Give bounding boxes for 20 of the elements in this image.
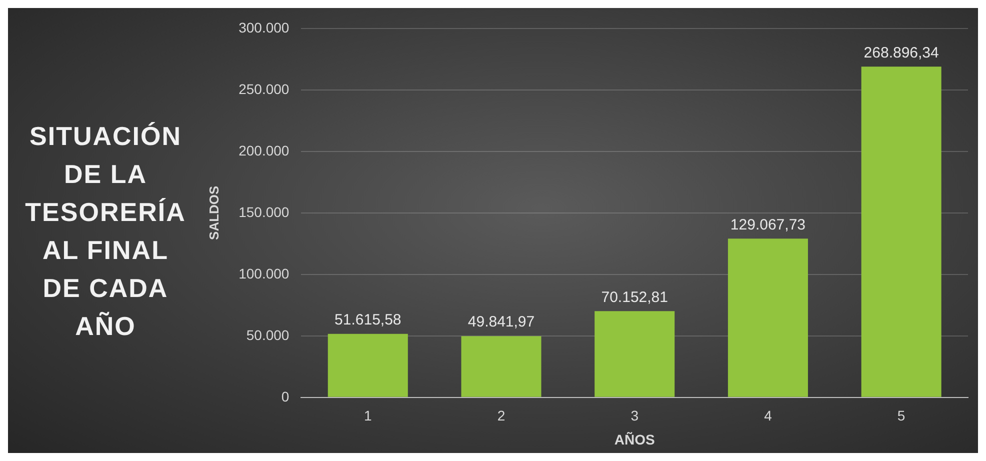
x-tick-label: 1 — [364, 408, 372, 424]
text: SITUACIÓN DE LA TESORERÍA AL FINAL DE CADA AÑO — [24, 120, 187, 342]
y-tick-label: 100.000 — [238, 265, 290, 282]
data-label: 51.615,58 — [334, 312, 402, 329]
y-tick-label: 150.000 — [238, 204, 290, 220]
y-axis-title: SALDOS — [206, 185, 222, 240]
x-tick-label: 5 — [897, 408, 906, 424]
x-axis-title: AÑOS — [614, 431, 655, 448]
y-tick-label: 250.000 — [238, 80, 290, 97]
data-label: 49.841,97 — [468, 314, 535, 331]
x-tick-label: 2 — [497, 408, 506, 424]
y-tick-label: 0 — [281, 388, 290, 404]
data-label: 70.152,81 — [601, 288, 668, 306]
x-tick-label: 3 — [630, 408, 639, 424]
x-tick-label: 4 — [764, 408, 772, 424]
data-label: 129.067,73 — [730, 216, 806, 234]
y-tick-label: 200.000 — [238, 142, 290, 158]
y-tick-label: 300.000 — [238, 19, 290, 36]
y-tick-label: 50.000 — [246, 326, 290, 343]
data-label: 268.896,34 — [864, 44, 939, 62]
